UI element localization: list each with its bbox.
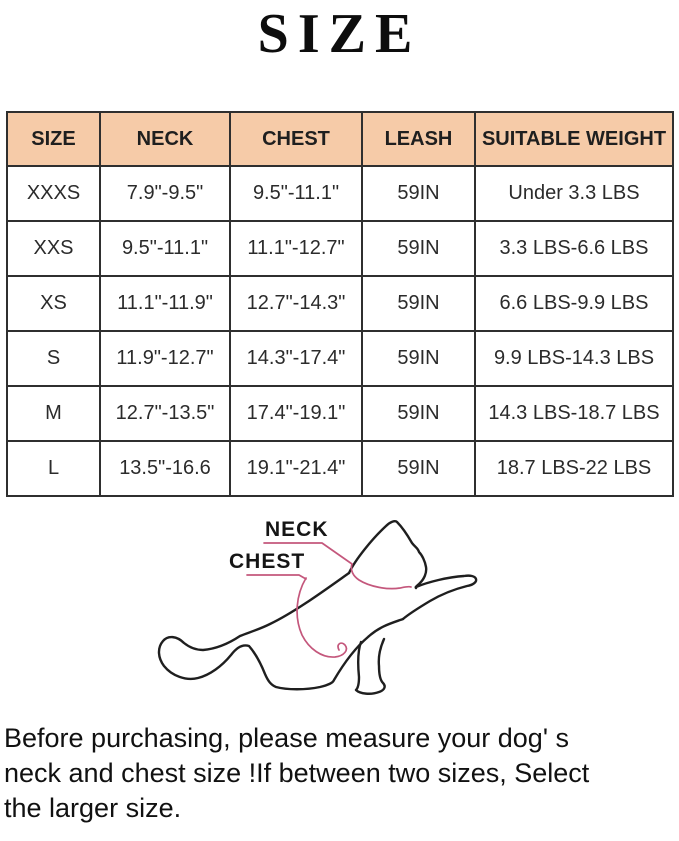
purchase-note-line: the larger size. <box>4 793 182 823</box>
weight-cell: 14.3 LBS-18.7 LBS <box>474 385 674 442</box>
column-header-leash: LEASH <box>361 111 476 167</box>
purchase-note: Before purchasing, please measure your d… <box>0 719 679 826</box>
chest-cell: 11.1"-12.7" <box>229 220 363 277</box>
size-cell: XXS <box>6 220 101 277</box>
purchase-note-line: neck and chest size !If between two size… <box>4 758 590 788</box>
pet-silhouette-figure <box>157 520 478 695</box>
weight-cell: 9.9 LBS-14.3 LBS <box>474 330 674 387</box>
neck-cell: 13.5"-16.6 <box>99 440 231 497</box>
table-row: XXS 9.5"-11.1" 11.1"-12.7" 59IN 3.3 LBS-… <box>6 220 674 277</box>
chest-cell: 17.4"-19.1" <box>229 385 363 442</box>
pet-raised-paw-outline <box>401 574 478 621</box>
leash-cell: 59IN <box>361 275 476 332</box>
neck-cell: 12.7"-13.5" <box>99 385 231 442</box>
neck-cell: 11.9"-12.7" <box>99 330 231 387</box>
table-row: M 12.7"-13.5" 17.4"-19.1" 59IN 14.3 LBS-… <box>6 385 674 442</box>
chest-cell: 14.3"-17.4" <box>229 330 363 387</box>
column-header-weight: SUITABLE WEIGHT <box>474 111 674 167</box>
pet-head-outline <box>347 520 428 590</box>
column-header-neck: NECK <box>99 111 231 167</box>
column-header-size: SIZE <box>6 111 101 167</box>
neck-leader-line <box>263 542 353 565</box>
weight-cell: Under 3.3 LBS <box>474 165 674 222</box>
neck-measure-label: NECK <box>265 518 329 541</box>
size-cell: M <box>6 385 101 442</box>
leash-cell: 59IN <box>361 440 476 497</box>
chest-cell: 9.5"-11.1" <box>229 165 363 222</box>
leash-cell: 59IN <box>361 330 476 387</box>
table-row: XXXS 7.9"-9.5" 9.5"-11.1" 59IN Under 3.3… <box>6 165 674 222</box>
neck-cell: 9.5"-11.1" <box>99 220 231 277</box>
leash-cell: 59IN <box>361 220 476 277</box>
pet-body-outline <box>157 571 405 691</box>
table-row: L 13.5"-16.6 19.1"-21.4" 59IN 18.7 LBS-2… <box>6 440 674 497</box>
weight-cell: 6.6 LBS-9.9 LBS <box>474 275 674 332</box>
neck-cell: 7.9"-9.5" <box>99 165 231 222</box>
pet-front-leg-outline <box>354 637 386 695</box>
neck-band-line <box>350 563 412 590</box>
table-row: XS 11.1"-11.9" 12.7"-14.3" 59IN 6.6 LBS-… <box>6 275 674 332</box>
size-cell: XXXS <box>6 165 101 222</box>
neck-cell: 11.1"-11.9" <box>99 275 231 332</box>
weight-cell: 18.7 LBS-22 LBS <box>474 440 674 497</box>
size-table: SIZE NECK CHEST LEASH SUITABLE WEIGHT XX… <box>6 111 674 497</box>
table-row: S 11.9"-12.7" 14.3"-17.4" 59IN 9.9 LBS-1… <box>6 330 674 387</box>
chest-measure-label: CHEST <box>229 550 306 573</box>
purchase-note-line: Before purchasing, please measure your d… <box>4 723 569 753</box>
chest-band-line <box>296 577 348 658</box>
size-cell: L <box>6 440 101 497</box>
page-title: SIZE <box>257 3 422 65</box>
weight-cell: 3.3 LBS-6.6 LBS <box>474 220 674 277</box>
column-header-chest: CHEST <box>229 111 363 167</box>
table-header-row: SIZE NECK CHEST LEASH SUITABLE WEIGHT <box>6 111 674 167</box>
chest-leader-line <box>246 574 307 580</box>
size-cell: XS <box>6 275 101 332</box>
leash-cell: 59IN <box>361 385 476 442</box>
size-cell: S <box>6 330 101 387</box>
measurement-diagram: NECK CHEST <box>0 497 679 719</box>
chest-cell: 19.1"-21.4" <box>229 440 363 497</box>
chest-cell: 12.7"-14.3" <box>229 275 363 332</box>
leash-cell: 59IN <box>361 165 476 222</box>
